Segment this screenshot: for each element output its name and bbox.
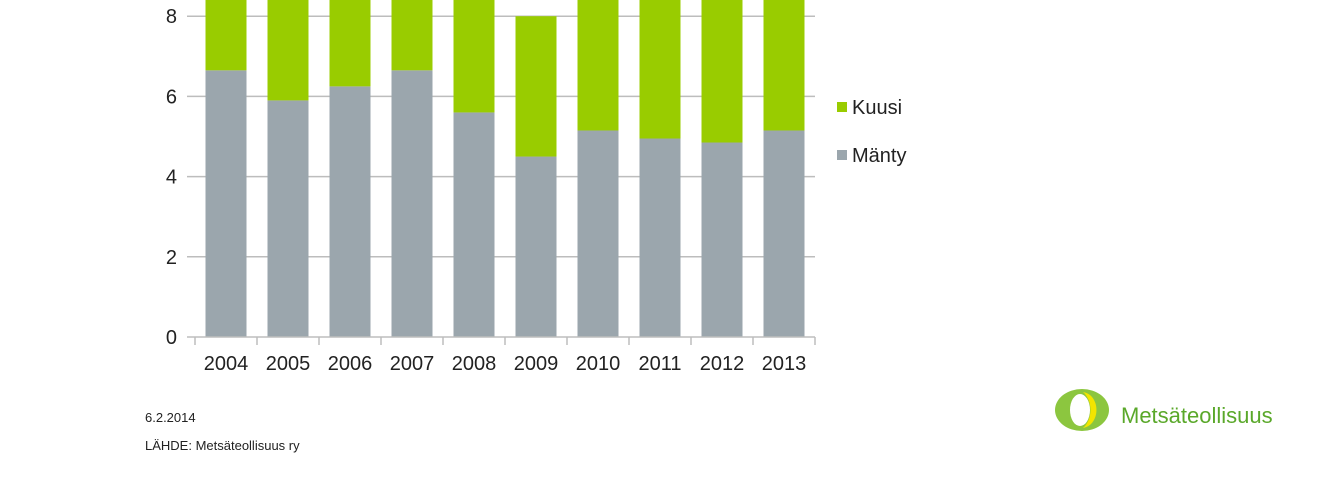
bar-manty-2009 [515,156,557,337]
y-axis-ticks: 0 2 4 6 8 [166,6,177,349]
legend-swatch-manty [837,150,847,160]
bar-kuusi-2013 [763,0,805,131]
bar-kuusi-2012 [701,0,743,143]
y-tick-label: 0 [166,327,177,349]
bar-manty-2004 [205,70,247,338]
legend-swatch-kuusi [837,102,847,112]
bar-manty-2013 [763,130,805,337]
metsateollisuus-logo: Metsäteollisuus [1053,386,1313,434]
bar-kuusi-2011 [639,0,681,139]
x-tick-label: 2011 [638,353,681,375]
y-tick-label: 4 [166,167,177,189]
legend-label: Mänty [852,145,906,167]
x-tick-label: 2010 [576,353,621,375]
x-axis-labels: 2004 2005 2006 2007 2008 2009 2010 2011 2012 2013 [204,353,807,375]
leaf-logo-icon [1055,389,1109,431]
x-tick-label: 2012 [700,353,745,375]
bars [205,0,805,338]
footer-source: LÄHDE: Metsäteollisuus ry [145,438,300,453]
logo-text: Metsäteollisuus [1121,403,1273,428]
x-tick-label: 2005 [266,353,311,375]
bar-kuusi-2005 [267,0,309,101]
x-tick-label: 2006 [328,353,373,375]
bar-manty-2006 [329,86,371,337]
bar-manty-2005 [267,100,309,337]
x-tick-label: 2008 [452,353,497,375]
bar-manty-2011 [639,138,681,337]
y-tick-label: 6 [166,86,177,108]
bar-manty-2007 [391,70,433,338]
bar-manty-2010 [577,130,619,337]
bar-kuusi-2010 [577,0,619,131]
bar-manty-2008 [453,112,495,337]
bar-kuusi-2006 [329,0,371,87]
bar-kuusi-2004 [205,0,247,71]
footer-date: 6.2.2014 [145,410,196,425]
x-tick-label: 2013 [762,353,807,375]
x-tick-label: 2004 [204,353,249,375]
x-axis-ticks [194,337,816,345]
x-tick-label: 2007 [390,353,435,375]
bar-kuusi-2007 [391,0,433,71]
bar-kuusi-2008 [453,0,495,113]
y-tick-label: 2 [166,247,177,269]
bar-manty-2012 [701,142,743,337]
bar-kuusi-2009 [515,16,557,157]
y-tick-label: 8 [166,6,177,28]
x-tick-label: 2009 [514,353,559,375]
legend: Kuusi Mänty [837,97,906,167]
legend-label: Kuusi [852,97,902,119]
